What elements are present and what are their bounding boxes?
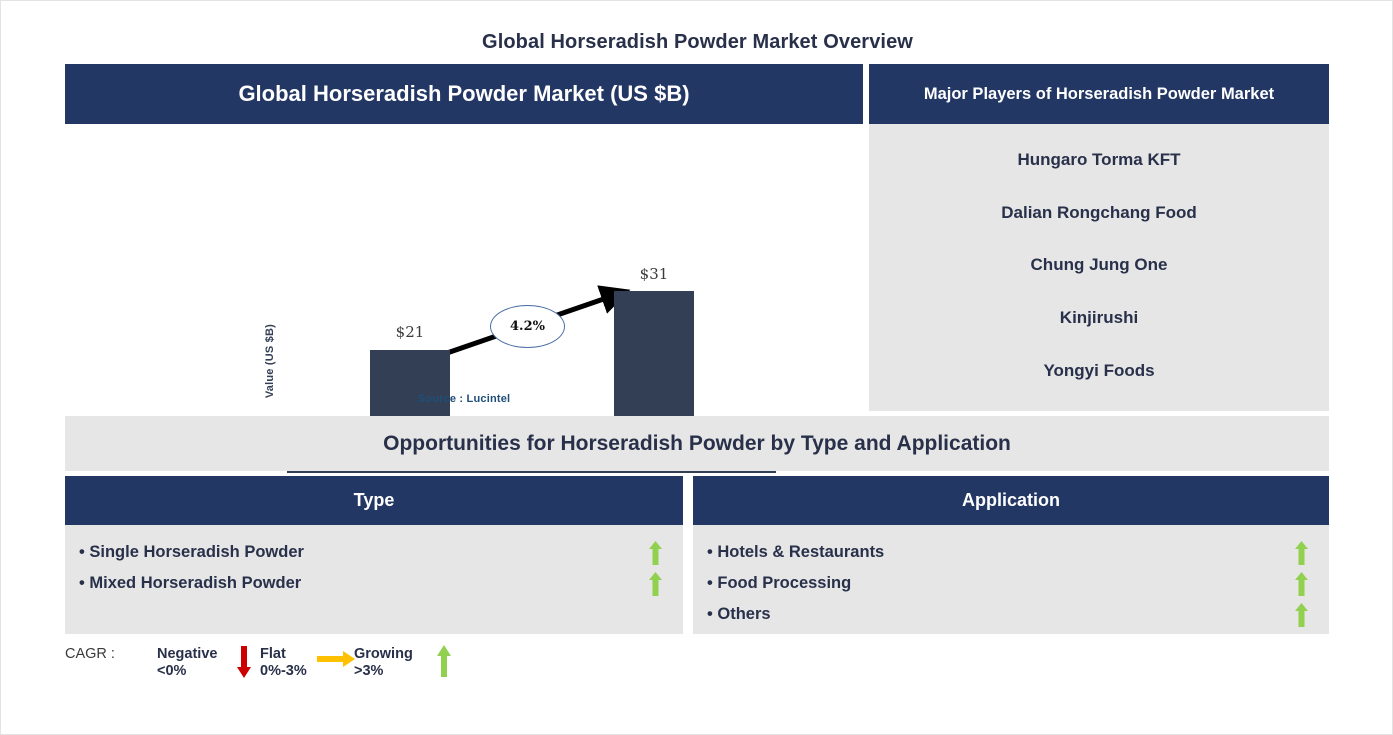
list-item-label: • Single Horseradish Powder	[79, 543, 304, 561]
chart-x-axis-line	[287, 471, 776, 473]
trend-up-arrow-icon	[1291, 571, 1311, 596]
chart-source-note: Source : Lucintel	[417, 393, 511, 405]
cagr-legend-title: CAGR :	[65, 646, 115, 662]
list-item: • Mixed Horseradish Powder	[65, 568, 683, 599]
trend-up-arrow-icon	[645, 571, 665, 596]
cagr-legend-growing-label: Growing	[354, 646, 413, 662]
cagr-legend-flat-range: 0%-3%	[260, 663, 307, 679]
cagr-legend-growing-range: >3%	[354, 663, 384, 679]
list-item: • Others	[693, 599, 1329, 630]
trend-up-arrow-icon	[645, 540, 665, 565]
cagr-legend-flat: Flat 0%-3%	[260, 646, 307, 680]
player-name: Kinjirushi	[1059, 308, 1139, 328]
list-item-label: • Hotels & Restaurants	[707, 543, 885, 561]
application-panel-header: Application	[693, 476, 1329, 525]
player-name: Dalian Rongchang Food	[1001, 202, 1197, 222]
list-item: • Single Horseradish Powder	[65, 537, 683, 568]
bar-value-label-2026: $21	[395, 323, 425, 341]
cagr-legend: CAGR : Negative <0% Flat 0%-3% Growing >…	[65, 641, 545, 687]
cagr-legend-flat-label: Flat	[260, 646, 286, 662]
list-item: • Hotels & Restaurants	[693, 537, 1329, 568]
players-panel-header: Major Players of Horseradish Powder Mark…	[869, 64, 1329, 124]
type-panel-header: Type	[65, 476, 683, 525]
chart-panel-header: Global Horseradish Powder Market (US $B)	[65, 64, 863, 124]
players-panel-body: Hungaro Torma KFT Dalian Rongchang Food …	[869, 124, 1329, 411]
list-item-label: • Mixed Horseradish Powder	[79, 574, 302, 592]
page-title: Global Horseradish Powder Market Overvie…	[482, 31, 913, 53]
list-item: • Food Processing	[693, 568, 1329, 599]
application-panel-body: • Hotels & Restaurants • Food Processing…	[693, 525, 1329, 634]
type-panel-body: • Single Horseradish Powder • Mixed Hors…	[65, 525, 683, 634]
cagr-legend-negative-range: <0%	[157, 663, 187, 679]
bar-value-label-2035: $31	[639, 265, 669, 283]
trend-up-arrow-icon	[1291, 602, 1311, 627]
trend-flat-arrow-icon	[317, 651, 355, 671]
list-item-label: • Food Processing	[707, 574, 852, 592]
player-name: Chung Jung One	[1030, 255, 1168, 275]
trend-up-arrow-icon	[437, 645, 451, 681]
trend-up-arrow-icon	[1291, 540, 1311, 565]
player-name: Yongyi Foods	[1043, 360, 1155, 380]
opportunities-banner: Opportunities for Horseradish Powder by …	[65, 416, 1329, 471]
chart-y-axis-label: Value (US $B)	[264, 324, 276, 399]
list-item-label: • Others	[707, 605, 771, 623]
cagr-bubble: 4.2%	[490, 305, 565, 348]
cagr-legend-negative-label: Negative	[157, 646, 218, 662]
player-name: Hungaro Torma KFT	[1017, 150, 1181, 170]
chart-panel-body: Value (US $B) 4.2% $21 $31 2026 2035	[65, 124, 863, 496]
trend-down-arrow-icon	[237, 646, 251, 682]
cagr-legend-negative: Negative <0%	[157, 646, 217, 680]
cagr-legend-growing: Growing >3%	[354, 646, 413, 680]
